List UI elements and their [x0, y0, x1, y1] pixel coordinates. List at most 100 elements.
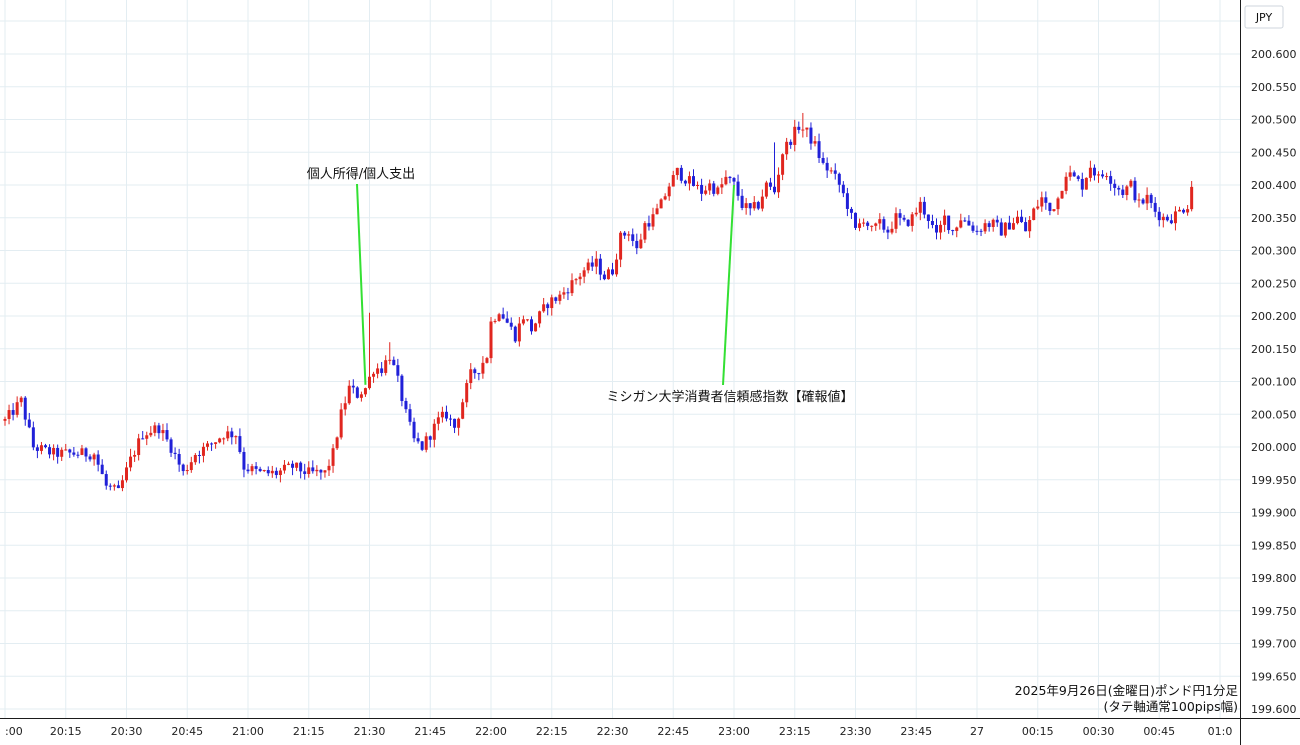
candle-body: [444, 411, 448, 419]
candle-body: [886, 229, 890, 233]
candle: [1169, 214, 1173, 225]
candle: [935, 218, 938, 240]
candle-body: [534, 323, 538, 332]
candle: [550, 294, 554, 316]
candle: [262, 469, 266, 473]
candle-body: [469, 369, 473, 384]
y-tick-label: 199.600: [1251, 703, 1297, 716]
candle: [1003, 222, 1007, 238]
candle: [586, 258, 590, 274]
candle-body: [250, 466, 254, 472]
candle-body: [983, 223, 987, 232]
candle-body: [282, 464, 286, 471]
candle: [368, 312, 371, 390]
candle-body: [708, 183, 712, 191]
candle-body: [347, 385, 351, 404]
candle-body: [635, 240, 639, 249]
y-tick-label: 200.350: [1251, 212, 1297, 225]
candle-body: [926, 214, 930, 222]
candle-body: [1186, 209, 1190, 213]
candle: [570, 273, 574, 296]
candle-body: [372, 373, 376, 377]
y-tick-label: 199.950: [1251, 474, 1297, 487]
candle: [444, 405, 448, 422]
candle: [165, 423, 169, 442]
candle-body: [15, 402, 19, 415]
candle: [619, 231, 623, 268]
candle-body: [112, 485, 116, 487]
candle: [1056, 196, 1060, 215]
candle-body: [1064, 176, 1068, 191]
candle-body: [311, 467, 315, 472]
y-tick-label: 200.600: [1251, 48, 1297, 61]
candle: [683, 179, 687, 187]
candle-body: [963, 220, 967, 222]
candle-body: [995, 219, 999, 223]
candle: [1105, 172, 1109, 181]
candle: [303, 463, 307, 480]
candle-body: [1028, 219, 1032, 232]
candle: [465, 379, 469, 408]
candle-body: [870, 225, 874, 227]
candle: [485, 356, 489, 364]
candle: [671, 170, 675, 187]
candle-body: [157, 425, 161, 434]
candle: [469, 363, 473, 390]
currency-label-box[interactable]: JPY: [1244, 5, 1284, 29]
candle: [805, 127, 809, 138]
candle: [201, 442, 205, 463]
candle: [1032, 207, 1036, 221]
candle-body: [594, 258, 598, 267]
candle: [1190, 180, 1194, 212]
candle: [481, 356, 485, 379]
x-tick-label: 20:45: [171, 725, 203, 738]
y-tick-label: 199.850: [1251, 539, 1297, 552]
candle-body: [1169, 220, 1173, 224]
x-tick-label: 21:15: [293, 725, 325, 738]
candle: [404, 397, 408, 413]
candle: [1121, 184, 1125, 198]
candle-body: [339, 409, 343, 438]
candle: [558, 290, 562, 305]
candle-body: [1182, 209, 1186, 213]
candle: [983, 219, 987, 234]
candle: [999, 218, 1003, 236]
candle: [801, 112, 805, 138]
candle-body: [732, 178, 736, 182]
candle-body: [392, 359, 396, 366]
candle: [525, 319, 529, 322]
candle: [930, 214, 934, 229]
candle-body: [104, 474, 108, 486]
candle-body: [1121, 189, 1125, 196]
candle-body: [902, 217, 906, 220]
candle-body: [817, 141, 821, 158]
candle-body: [278, 470, 282, 476]
candle-body: [1149, 194, 1153, 203]
candle-body: [513, 326, 517, 342]
candle: [829, 167, 833, 174]
candle: [1101, 170, 1105, 179]
candle: [1052, 209, 1056, 212]
candle: [44, 443, 47, 449]
candle: [813, 136, 817, 147]
candle: [768, 177, 772, 191]
candle: [242, 447, 246, 478]
candle-body: [505, 318, 509, 323]
candle: [206, 440, 209, 451]
candle-body: [736, 181, 740, 196]
candle: [169, 437, 173, 457]
candle: [841, 181, 845, 198]
candle: [651, 207, 655, 231]
candle-body: [274, 470, 278, 476]
candle-body: [538, 311, 542, 324]
candle-body: [894, 213, 898, 229]
x-tick-label: 22:45: [657, 725, 689, 738]
candle-body: [303, 471, 307, 474]
candle-body: [39, 445, 43, 451]
currency-label: JPY: [1255, 11, 1273, 24]
candle-body: [578, 276, 582, 280]
y-tick-label: 199.800: [1251, 572, 1297, 585]
x-tick-label: 23:30: [840, 725, 872, 738]
candle-body: [789, 141, 793, 145]
candle-body: [108, 485, 112, 487]
